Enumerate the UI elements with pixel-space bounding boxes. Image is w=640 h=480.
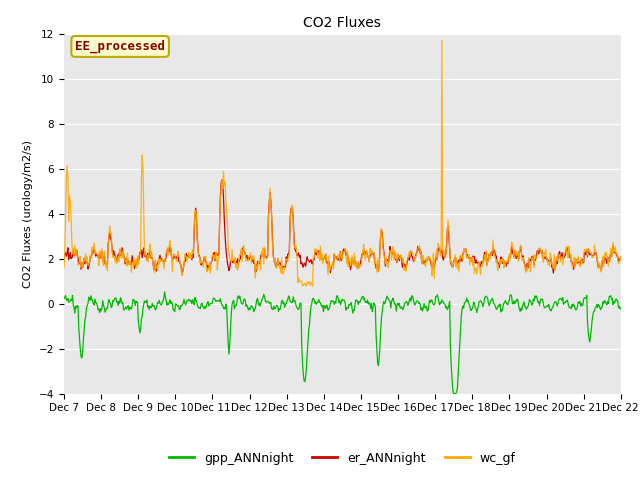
gpp_ANNnight [617,305,625,311]
wc_gf [184,255,192,261]
Text: EE_processed: EE_processed [75,40,165,53]
wc_gf [60,265,68,271]
er_ANNnight [411,256,419,262]
er_ANNnight [60,259,68,264]
wc_gf [617,253,625,259]
gpp_ANNnight [127,306,135,312]
er_ANNnight [617,255,625,261]
gpp_ANNnight [428,297,435,303]
gpp_ANNnight [185,297,193,302]
er_ANNnight [184,252,192,258]
Line: gpp_ANNnight: gpp_ANNnight [64,292,621,394]
Line: er_ANNnight: er_ANNnight [64,180,621,273]
Line: wc_gf: wc_gf [64,40,621,287]
wc_gf [308,284,316,289]
er_ANNnight [218,177,226,183]
wc_gf [127,269,135,275]
wc_gf [438,37,445,43]
er_ANNnight [127,261,135,267]
Y-axis label: CO2 Fluxes (urology/m2/s): CO2 Fluxes (urology/m2/s) [23,140,33,288]
gpp_ANNnight [161,289,168,295]
wc_gf [214,267,221,273]
gpp_ANNnight [411,302,419,308]
Legend: gpp_ANNnight, er_ANNnight, wc_gf: gpp_ANNnight, er_ANNnight, wc_gf [164,447,520,469]
wc_gf [428,258,435,264]
gpp_ANNnight [70,304,78,310]
gpp_ANNnight [60,296,68,301]
Title: CO2 Fluxes: CO2 Fluxes [303,16,381,30]
wc_gf [411,258,419,264]
wc_gf [70,254,78,260]
er_ANNnight [70,252,78,258]
gpp_ANNnight [450,391,458,396]
er_ANNnight [550,270,557,276]
er_ANNnight [214,252,221,258]
gpp_ANNnight [214,298,222,304]
er_ANNnight [428,262,435,267]
